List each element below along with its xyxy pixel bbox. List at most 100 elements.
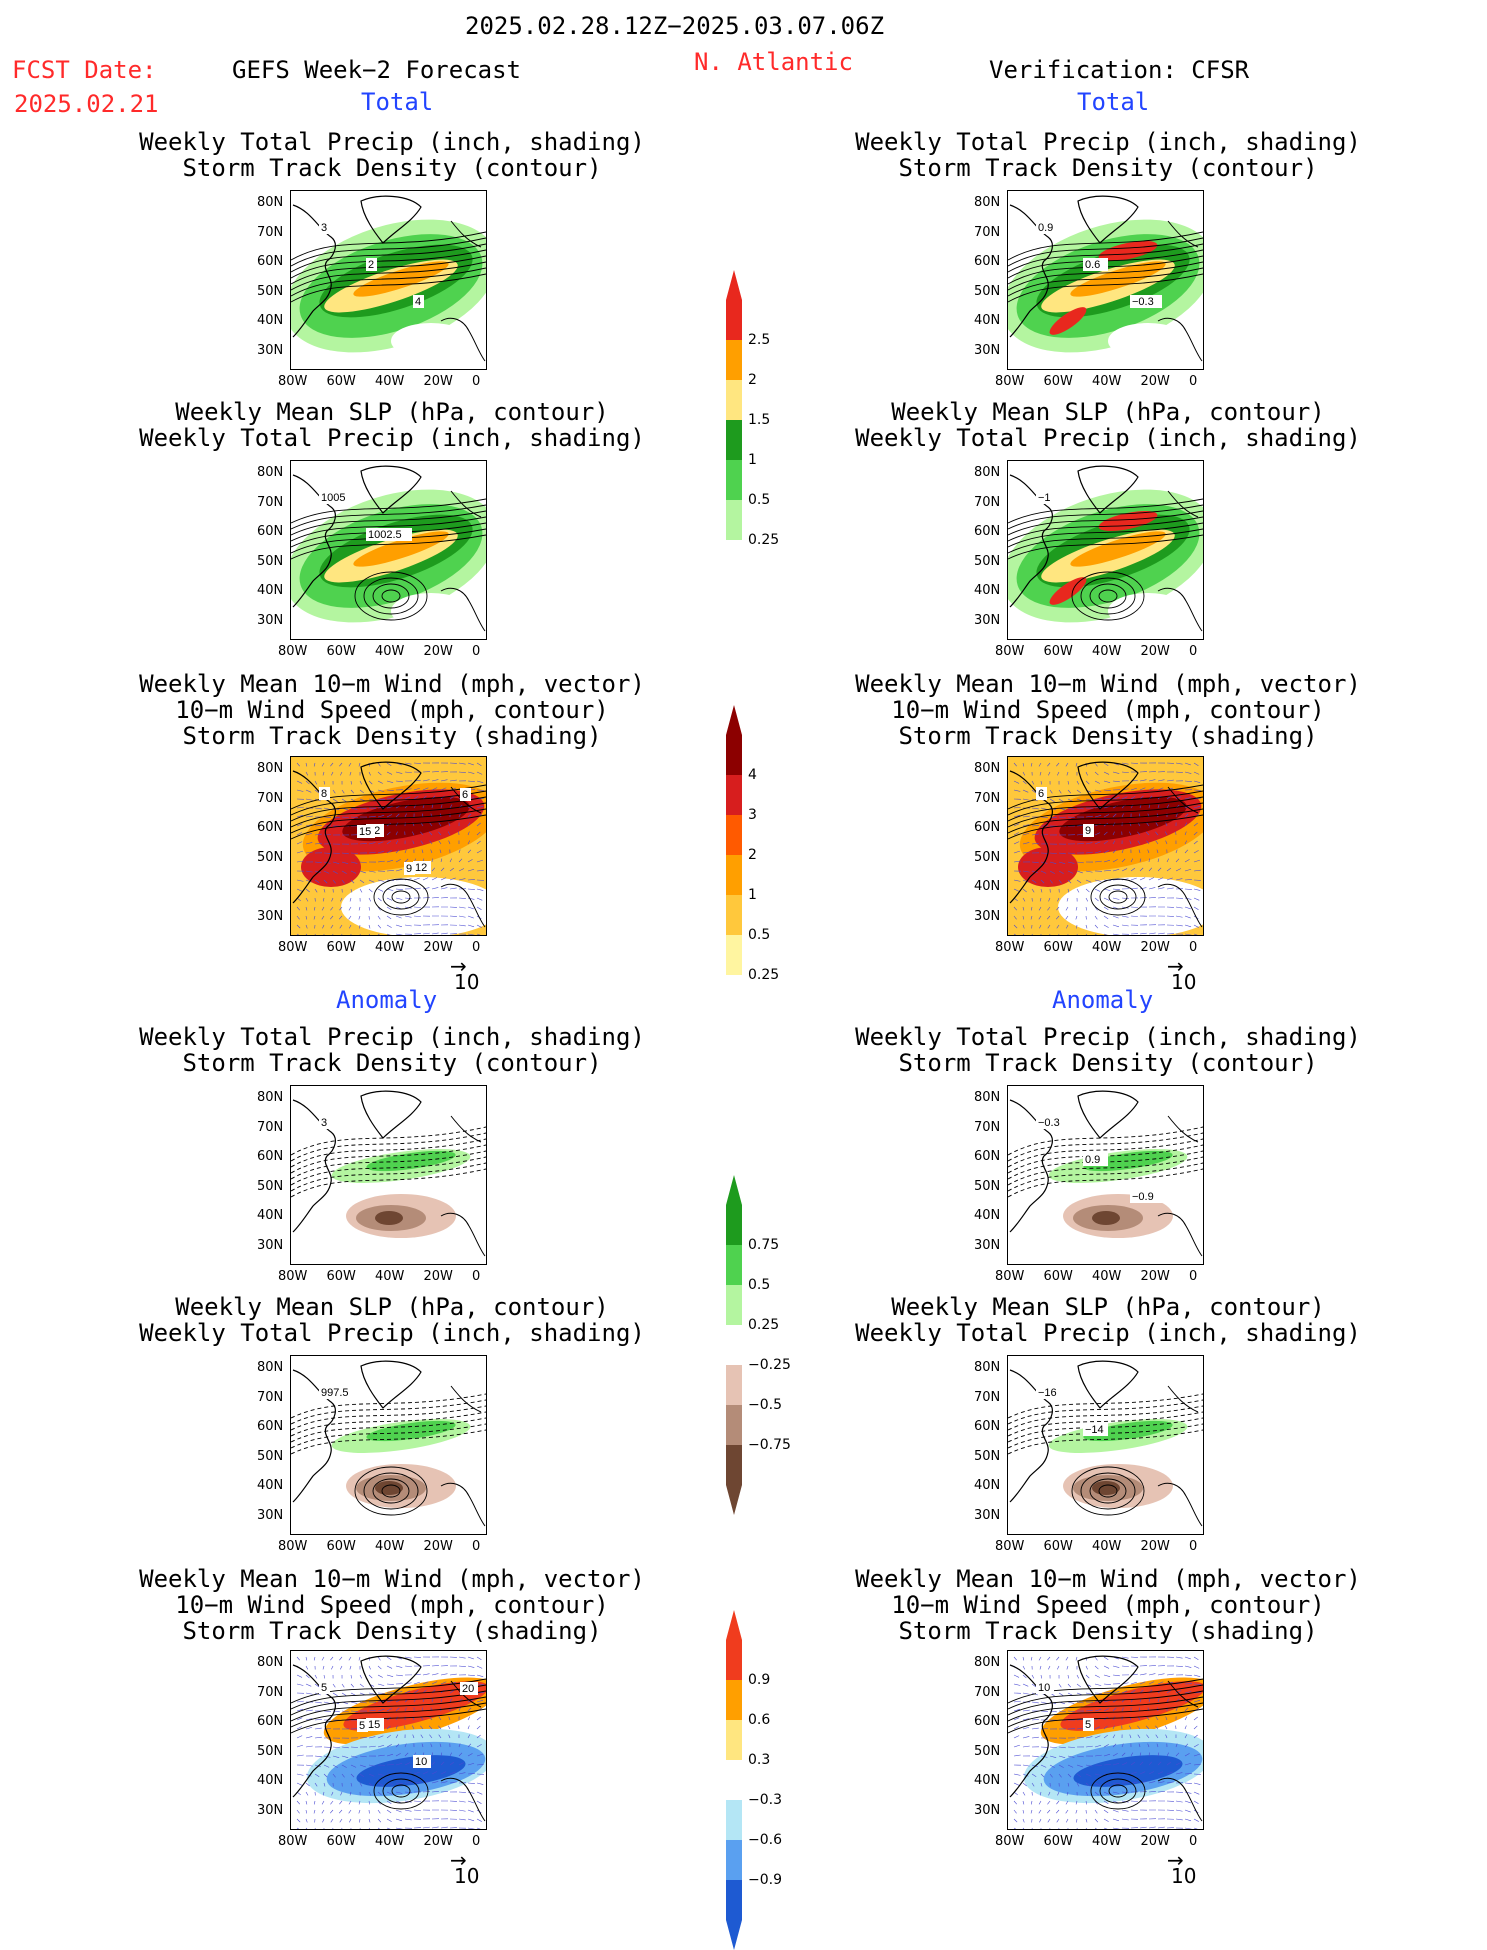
lon-label: 40W bbox=[375, 1269, 404, 1284]
lat-label: 40N bbox=[257, 879, 283, 894]
lon-label: 40W bbox=[1092, 1269, 1121, 1284]
lon-label: 80W bbox=[995, 644, 1024, 659]
lat-label: 80N bbox=[257, 1090, 283, 1105]
lon-label: 20W bbox=[424, 644, 453, 659]
colorbar-label: 1.5 bbox=[748, 412, 770, 428]
colorbar-segment bbox=[726, 895, 742, 935]
lon-label: 80W bbox=[995, 1269, 1024, 1284]
contour-label: 1002.5 bbox=[368, 529, 402, 541]
lat-label: 80N bbox=[974, 761, 1000, 776]
panel-title-cfsr-tp-2: Storm Track Density (contour) bbox=[798, 156, 1418, 180]
map-svg-cfsr-tp: 0.90.6−0.3 bbox=[1008, 191, 1203, 369]
map-panel-cfsr-aw: 10 5 bbox=[1007, 1650, 1204, 1830]
lat-label: 30N bbox=[257, 1803, 283, 1818]
panel-title-cfsr-tp-1: Weekly Total Precip (inch, shading) bbox=[798, 130, 1418, 154]
lon-label: 0 bbox=[472, 940, 480, 955]
lat-label: 40N bbox=[974, 1208, 1000, 1223]
lat-label: 70N bbox=[974, 1120, 1000, 1135]
contour-label: 6 bbox=[462, 789, 468, 801]
lon-label: 80W bbox=[278, 1539, 307, 1554]
contour-label: 9 bbox=[1085, 825, 1091, 837]
lon-label: 40W bbox=[1092, 374, 1121, 389]
map-svg-cfsr-tw: 69 bbox=[1008, 757, 1203, 935]
panel-title-cfsr-ts-1: Weekly Mean SLP (hPa, contour) bbox=[798, 400, 1418, 424]
colorbar-segment bbox=[726, 1840, 742, 1880]
lon-label: 20W bbox=[1141, 374, 1170, 389]
colorbar-segment bbox=[726, 420, 742, 460]
contour-label: 12 bbox=[415, 862, 427, 874]
lat-label: 80N bbox=[257, 1360, 283, 1375]
lat-label: 60N bbox=[974, 524, 1000, 539]
lat-label: 80N bbox=[257, 1655, 283, 1670]
lon-label: 60W bbox=[327, 940, 356, 955]
colorbar-segment bbox=[726, 1405, 742, 1445]
panel-title-gefs-as-1: Weekly Mean SLP (hPa, contour) bbox=[82, 1295, 702, 1319]
colorbar-label: 0.3 bbox=[748, 1752, 770, 1768]
lat-label: 50N bbox=[974, 1449, 1000, 1464]
colorbar-label: 0.25 bbox=[748, 967, 779, 983]
colorbar-label: −0.5 bbox=[748, 1397, 782, 1413]
map-svg-gefs-ap: 3 bbox=[291, 1086, 486, 1264]
colorbar-label: −0.6 bbox=[748, 1832, 782, 1848]
panel-title-cfsr-as-1: Weekly Mean SLP (hPa, contour) bbox=[798, 1295, 1418, 1319]
lon-label: 40W bbox=[1092, 1539, 1121, 1554]
lat-label: 40N bbox=[974, 583, 1000, 598]
map-svg-cfsr-ap: −0.30.9−0.9 bbox=[1008, 1086, 1203, 1264]
colorbar-label: 1 bbox=[748, 452, 757, 468]
panel-title-gefs-aw-2: 10−m Wind Speed (mph, contour) bbox=[82, 1593, 702, 1617]
section-anomaly-right: Anomaly bbox=[1052, 988, 1153, 1012]
panel-title-gefs-ap-1: Weekly Total Precip (inch, shading) bbox=[82, 1025, 702, 1049]
lon-label: 20W bbox=[1141, 1834, 1170, 1849]
contour-label: 10 bbox=[1038, 1682, 1050, 1694]
contour-label: 0.9 bbox=[1085, 1154, 1100, 1166]
map-panel-gefs-tw: 812126159 bbox=[290, 756, 487, 936]
contour-label: 5 bbox=[1085, 1719, 1091, 1731]
lon-label: 80W bbox=[278, 1834, 307, 1849]
lon-label: 80W bbox=[995, 374, 1024, 389]
lat-label: 70N bbox=[974, 495, 1000, 510]
lat-label: 30N bbox=[257, 1238, 283, 1253]
colorbar-label: 2.5 bbox=[748, 332, 770, 348]
contour-label: 3 bbox=[321, 222, 327, 234]
lat-label: 30N bbox=[257, 909, 283, 924]
colorbar-label: 1 bbox=[748, 887, 757, 903]
lat-label: 60N bbox=[257, 1419, 283, 1434]
lon-label: 0 bbox=[1189, 1834, 1197, 1849]
colorbar-label: −0.3 bbox=[748, 1792, 782, 1808]
lat-label: 70N bbox=[974, 1685, 1000, 1700]
contour-label: 997.5 bbox=[321, 1387, 349, 1399]
lat-label: 60N bbox=[974, 820, 1000, 835]
lat-label: 70N bbox=[257, 1685, 283, 1700]
lat-label: 40N bbox=[974, 1773, 1000, 1788]
colorbar-segment bbox=[726, 380, 742, 420]
contour-label: 20 bbox=[462, 1683, 474, 1695]
lon-label: 0 bbox=[1189, 374, 1197, 389]
colorbar-label: −0.75 bbox=[748, 1437, 791, 1453]
colorbar-label: −0.25 bbox=[748, 1357, 791, 1373]
lon-label: 20W bbox=[424, 1834, 453, 1849]
colorbar-segment bbox=[726, 815, 742, 855]
lat-label: 40N bbox=[974, 1478, 1000, 1493]
lon-label: 0 bbox=[1189, 940, 1197, 955]
colorbar-segment bbox=[726, 1325, 742, 1365]
colorbar-segment bbox=[726, 1445, 742, 1485]
lat-label: 60N bbox=[257, 524, 283, 539]
lon-label: 40W bbox=[375, 1834, 404, 1849]
lon-label: 20W bbox=[1141, 644, 1170, 659]
lon-label: 0 bbox=[472, 1269, 480, 1284]
vector-reference-label: 10 bbox=[454, 970, 479, 994]
lat-label: 30N bbox=[974, 343, 1000, 358]
lon-label: 0 bbox=[472, 1539, 480, 1554]
lon-label: 80W bbox=[278, 940, 307, 955]
map-svg-cfsr-aw: 10 5 bbox=[1008, 1651, 1203, 1829]
lat-label: 30N bbox=[974, 613, 1000, 628]
panel-title-gefs-ts-1: Weekly Mean SLP (hPa, contour) bbox=[82, 400, 702, 424]
colorbar-tip-bottom bbox=[726, 975, 742, 1005]
